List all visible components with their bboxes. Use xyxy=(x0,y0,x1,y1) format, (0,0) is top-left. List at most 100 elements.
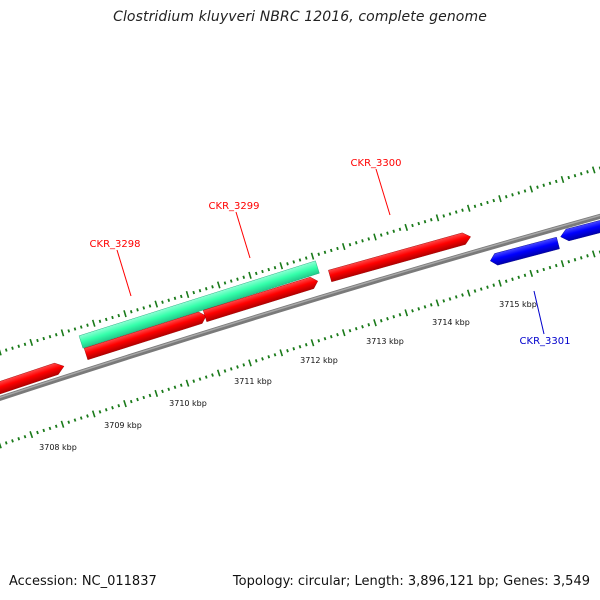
feature-cds-ckr-3300[interactable] xyxy=(328,231,472,283)
minor-tick xyxy=(367,237,371,241)
minor-tick xyxy=(173,296,177,301)
minor-tick xyxy=(304,343,308,347)
major-tick xyxy=(591,250,596,258)
minor-tick xyxy=(323,250,327,255)
minor-tick xyxy=(4,441,8,445)
gene-label-ckr-3301[interactable]: CKR_3301 xyxy=(520,336,571,347)
gene-label-ckr-3299[interactable]: CKR_3299 xyxy=(209,201,260,212)
feature-cds-ckr-3299[interactable] xyxy=(202,275,319,322)
minor-tick xyxy=(548,181,552,186)
minor-tick xyxy=(198,377,202,381)
minor-tick xyxy=(417,221,421,226)
minor-tick xyxy=(54,424,58,428)
major-tick xyxy=(498,279,502,287)
major-tick xyxy=(435,299,440,307)
minor-tick xyxy=(542,267,546,272)
minor-tick xyxy=(511,193,514,197)
position-label-3710: 3710 kbp xyxy=(169,399,207,408)
minor-tick xyxy=(148,393,152,398)
minor-tick xyxy=(473,289,477,293)
minor-tick xyxy=(442,299,446,303)
minor-tick xyxy=(142,395,146,400)
minor-tick xyxy=(354,327,358,331)
minor-tick xyxy=(536,269,539,274)
minor-tick xyxy=(229,279,233,283)
position-label-3711: 3711 kbp xyxy=(234,377,272,386)
minor-tick xyxy=(48,334,52,339)
minor-tick xyxy=(211,373,214,377)
major-tick xyxy=(560,260,565,268)
minor-tick xyxy=(348,328,352,333)
minor-tick xyxy=(48,426,52,431)
minor-tick xyxy=(261,269,264,274)
major-tick xyxy=(466,204,471,212)
minor-tick xyxy=(448,212,452,216)
minor-tick xyxy=(179,383,183,387)
minor-tick xyxy=(579,172,583,176)
gene-label-ckr-3298[interactable]: CKR_3298 xyxy=(90,239,141,250)
minor-tick xyxy=(448,297,452,301)
minor-tick xyxy=(573,258,577,262)
major-tick xyxy=(498,195,502,203)
minor-tick xyxy=(536,185,539,189)
accession-label: Accession: NC_011837 xyxy=(9,574,157,589)
minor-tick xyxy=(267,355,271,359)
major-tick xyxy=(404,309,409,317)
minor-tick xyxy=(386,231,389,235)
minor-tick xyxy=(142,306,146,310)
minor-tick xyxy=(117,404,121,408)
minor-tick xyxy=(98,319,102,324)
minor-tick xyxy=(192,290,196,295)
minor-tick xyxy=(236,277,239,281)
minor-tick xyxy=(479,202,483,207)
major-tick xyxy=(341,329,346,337)
minor-tick xyxy=(129,399,133,404)
major-tick xyxy=(529,269,534,277)
minor-tick xyxy=(73,418,77,422)
minor-tick xyxy=(54,333,58,337)
inner-tick-track xyxy=(0,250,600,449)
minor-tick xyxy=(179,294,183,299)
major-tick xyxy=(154,389,159,397)
minor-tick xyxy=(473,204,477,209)
major-tick xyxy=(279,349,284,357)
minor-tick xyxy=(136,397,139,402)
gene-label-ckr-3300[interactable]: CKR_3300 xyxy=(351,158,402,169)
feature-cds-ckr-3298[interactable] xyxy=(83,310,208,360)
minor-tick xyxy=(417,307,421,311)
minor-tick xyxy=(267,267,271,272)
minor-tick xyxy=(586,254,589,258)
feature-cds-left-edge[interactable] xyxy=(0,361,66,397)
minor-tick xyxy=(454,210,458,214)
feature-cds-right-edge[interactable] xyxy=(559,217,600,242)
minor-tick xyxy=(492,198,496,203)
position-label-3708: 3708 kbp xyxy=(39,443,77,452)
genome-summary: Topology: circular; Length: 3,896,121 bp… xyxy=(232,574,590,589)
genome-backbone-highlight xyxy=(0,214,600,399)
minor-tick xyxy=(173,385,177,389)
minor-tick xyxy=(36,338,39,343)
major-tick xyxy=(248,359,252,367)
leader-line-ckr-3300 xyxy=(375,168,391,216)
minor-tick xyxy=(148,304,152,308)
minor-tick xyxy=(17,437,21,441)
feature-rna-ckr-3298[interactable] xyxy=(78,260,320,349)
minor-tick xyxy=(504,279,508,283)
minor-tick xyxy=(411,309,414,313)
major-tick xyxy=(60,329,65,337)
major-tick xyxy=(435,214,440,222)
minor-tick xyxy=(504,195,508,199)
minor-tick xyxy=(429,303,433,307)
minor-tick xyxy=(573,173,577,178)
leader-line-ckr-3298 xyxy=(116,249,132,297)
major-tick xyxy=(91,319,96,327)
genome-backbone xyxy=(0,213,600,401)
minor-tick xyxy=(304,256,308,260)
minor-tick xyxy=(542,183,546,187)
minor-tick xyxy=(292,260,296,264)
minor-tick xyxy=(129,310,133,314)
feature-cds-ckr-3301[interactable] xyxy=(489,236,560,266)
minor-tick xyxy=(111,406,114,410)
minor-tick xyxy=(4,348,8,352)
minor-tick xyxy=(67,420,71,424)
